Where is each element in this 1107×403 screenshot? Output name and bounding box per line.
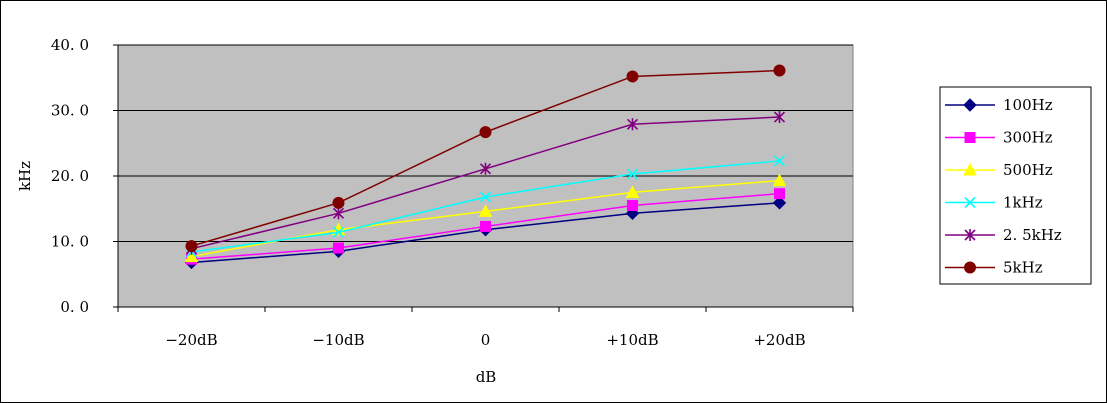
data-point <box>332 226 345 238</box>
data-point <box>332 196 345 209</box>
legend-item: 100Hz <box>945 96 1053 114</box>
data-point <box>333 242 344 254</box>
data-point <box>773 111 786 124</box>
legend-label: 1kHz <box>1003 194 1043 212</box>
y-axis: 0. 0 10. 0 20. 0 30. 0 40. 0 <box>51 36 119 316</box>
data-point <box>479 191 492 203</box>
data-point <box>773 155 786 167</box>
legend-item: 300Hz <box>945 129 1053 147</box>
series <box>185 64 786 253</box>
legend-marker <box>963 98 977 112</box>
data-point <box>773 64 786 77</box>
series <box>185 155 786 258</box>
x-tick-label: −10dB <box>312 331 364 349</box>
x-tick-label: +20dB <box>753 331 805 349</box>
data-point <box>332 207 345 220</box>
legend: 100Hz 300Hz 500Hz 1kHz 2. 5kHz 5kHz <box>939 86 1092 285</box>
data-point <box>627 199 638 211</box>
x-axis: −20dB −10dB 0 +10dB +20dB <box>117 306 854 349</box>
legend-marker <box>964 132 976 143</box>
y-axis-title: kHz <box>16 161 34 191</box>
data-point <box>479 162 492 175</box>
y-tick-label: 30. 0 <box>51 102 89 120</box>
legend-item: 2. 5kHz <box>945 226 1062 244</box>
x-tick-label: 0 <box>481 331 491 349</box>
y-tick-label: 10. 0 <box>51 233 89 251</box>
y-tick-label: 20. 0 <box>51 167 89 185</box>
data-point <box>185 240 198 253</box>
legend-label: 100Hz <box>1003 96 1053 114</box>
legend-item: 1kHz <box>945 194 1043 212</box>
legend-marker <box>964 196 976 209</box>
legend-marker <box>963 162 977 176</box>
legend-label: 2. 5kHz <box>1003 226 1062 244</box>
data-point <box>480 220 491 232</box>
legend-label: 5kHz <box>1003 259 1043 277</box>
x-axis-title: dB <box>476 368 497 386</box>
y-tick-label: 0. 0 <box>60 298 89 316</box>
x-tick-label: −20dB <box>165 331 217 349</box>
series-layer <box>184 64 787 270</box>
x-tick-label: +10dB <box>606 331 658 349</box>
data-point <box>625 185 640 198</box>
data-point <box>626 118 639 131</box>
data-point <box>478 204 493 217</box>
y-tick-label: 40. 0 <box>51 36 89 54</box>
legend-box <box>939 86 1092 285</box>
legend-marker <box>964 261 976 274</box>
legend-item: 500Hz <box>945 161 1053 179</box>
legend-marker <box>964 229 976 241</box>
data-point <box>772 196 787 210</box>
legend-item: 5kHz <box>945 259 1043 277</box>
gridlines <box>118 44 853 242</box>
legend-label: 500Hz <box>1003 161 1053 179</box>
legend-label: 300Hz <box>1003 129 1053 147</box>
data-point <box>772 173 787 187</box>
data-point <box>626 168 639 180</box>
data-point <box>774 188 785 200</box>
data-point <box>479 126 492 139</box>
data-point <box>626 70 639 83</box>
